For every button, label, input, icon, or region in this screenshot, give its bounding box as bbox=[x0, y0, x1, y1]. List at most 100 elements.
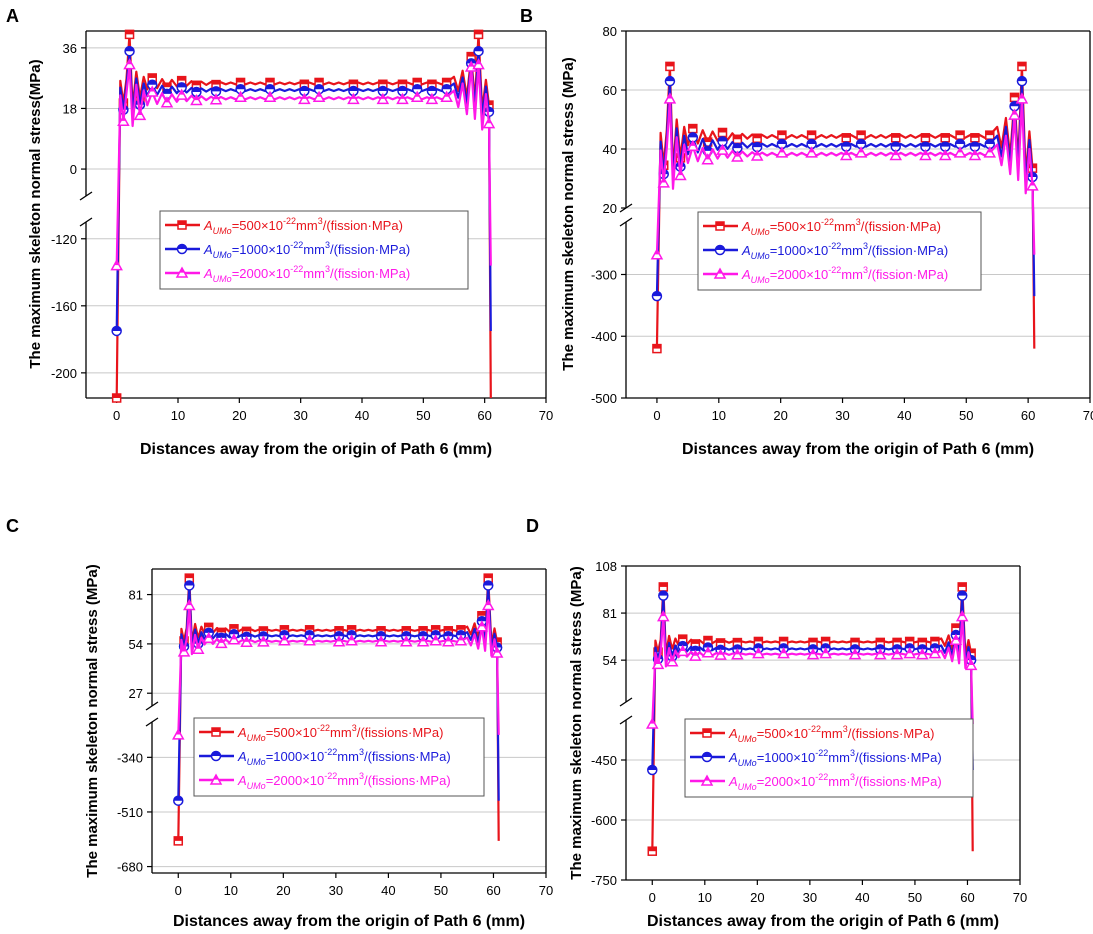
data-point-fill bbox=[1029, 180, 1036, 186]
legend-sup1: -22 bbox=[821, 217, 834, 227]
legend-sup2: 3 bbox=[856, 217, 861, 227]
y-tick-label: 0 bbox=[70, 162, 77, 177]
panel-d: 0 10 20 30 40 50 60 70 54 81 108 -450 -600 -750 Distan… bbox=[526, 516, 1027, 930]
x-tick-label: 60 bbox=[1021, 408, 1035, 423]
data-point-fill bbox=[940, 142, 950, 147]
legend-label: AUMo=500×10-22mm3/(fissions·MPa) bbox=[728, 724, 934, 744]
data-point-fill bbox=[419, 626, 428, 631]
data-point-fill bbox=[185, 574, 194, 579]
legend-mid2: mm bbox=[828, 750, 850, 765]
legend-entry: AUMo=2000×10-22mm3/(fissions·MPa) bbox=[690, 772, 942, 792]
axis-break-mark bbox=[145, 701, 159, 711]
y-tick-label: 36 bbox=[63, 41, 77, 56]
data-point-fill bbox=[336, 636, 342, 642]
panel-letter: D bbox=[526, 516, 539, 536]
data-point-fill bbox=[959, 611, 965, 617]
data-point-fill bbox=[856, 139, 866, 144]
legend-prefix: A bbox=[728, 750, 738, 765]
data-point-fill bbox=[930, 643, 940, 649]
data-point-fill bbox=[660, 611, 666, 617]
legend-prefix: A bbox=[203, 266, 213, 281]
data-point-fill bbox=[217, 628, 226, 633]
legend-marker-fill bbox=[717, 269, 723, 274]
panel-c: 0 10 20 30 40 50 60 70 27 54 81 -340 -510 -680 Distanc… bbox=[6, 516, 553, 930]
data-point-fill bbox=[919, 649, 925, 655]
legend-entry: AUMo=500×10-22mm3/(fissions·MPa) bbox=[690, 724, 934, 744]
legend-sup1: -22 bbox=[317, 723, 330, 733]
data-point-fill bbox=[193, 95, 199, 101]
legend-mid2: mm bbox=[337, 749, 359, 764]
data-point-fill bbox=[467, 52, 476, 57]
data-point-fill bbox=[173, 796, 183, 801]
data-point-fill bbox=[477, 616, 487, 622]
data-point-fill bbox=[732, 645, 742, 650]
data-point-fill bbox=[808, 644, 818, 650]
legend-suffix: /(fission·MPa) bbox=[323, 218, 403, 233]
y-tick-label: 54 bbox=[129, 637, 143, 652]
data-point-fill bbox=[665, 76, 675, 82]
data-point-fill bbox=[809, 638, 818, 643]
x-tick-label: 30 bbox=[329, 883, 343, 898]
legend-sub: UMo bbox=[213, 250, 232, 260]
legend-sup2: 3 bbox=[863, 241, 868, 251]
data-point-fill bbox=[204, 623, 213, 628]
data-point-fill bbox=[218, 638, 224, 643]
legend-suffix: /(fissions·MPa) bbox=[855, 750, 942, 765]
data-point-fill bbox=[442, 84, 452, 90]
legend-prefix: A bbox=[237, 749, 247, 764]
legend-entry: AUMo=500×10-22mm3/(fissions·MPa) bbox=[199, 723, 443, 743]
data-point-fill bbox=[703, 146, 713, 151]
y-tick-label: -500 bbox=[591, 391, 617, 406]
data-point-fill bbox=[691, 639, 700, 644]
legend-sub: UMo bbox=[738, 758, 757, 768]
legend-marker-fill bbox=[178, 221, 186, 225]
data-point-fill bbox=[347, 625, 356, 630]
series-line bbox=[177, 577, 500, 841]
y-axis-label: The maximum skeleton normal stress (MPa) bbox=[560, 57, 577, 370]
axis-break-mark bbox=[79, 191, 93, 201]
legend-sup1: -22 bbox=[828, 265, 841, 275]
data-point-fill bbox=[842, 133, 851, 138]
data-point-fill bbox=[305, 630, 315, 636]
data-point-fill bbox=[851, 638, 860, 643]
data-point-fill bbox=[147, 80, 157, 85]
data-point-fill bbox=[443, 631, 453, 637]
data-point-fill bbox=[184, 580, 194, 586]
legend-suffix: /(fission·MPa) bbox=[330, 266, 410, 281]
data-point-fill bbox=[475, 59, 482, 65]
data-point-fill bbox=[266, 78, 274, 83]
data-point-fill bbox=[958, 582, 967, 587]
legend-mid: =2000×10 bbox=[266, 773, 325, 788]
data-point-fill bbox=[420, 636, 426, 642]
legend-mid: =1000×10 bbox=[770, 243, 829, 258]
data-point-fill bbox=[705, 154, 711, 160]
legend-label: AUMo=2000×10-22mm3/(fissions·MPa) bbox=[237, 771, 451, 791]
data-point-fill bbox=[112, 326, 122, 331]
data-point-fill bbox=[243, 637, 250, 642]
data-point-fill bbox=[204, 628, 214, 633]
legend-suffix: /(fission·MPa) bbox=[861, 219, 941, 234]
y-tick-label: -600 bbox=[591, 813, 617, 828]
legend-label: AUMo=1000×10-22mm3/(fissions·MPa) bbox=[728, 748, 942, 768]
legend-prefix: A bbox=[237, 725, 247, 740]
y-tick-label: 20 bbox=[603, 201, 617, 216]
legend: AUMo=500×10-22mm3/(fission·MPa)AUMo=1000… bbox=[159, 210, 469, 290]
legend-mid2: mm bbox=[834, 219, 856, 234]
data-point-fill bbox=[380, 94, 386, 99]
data-point-fill bbox=[458, 635, 464, 641]
data-point-fill bbox=[211, 86, 221, 92]
legend-mid2: mm bbox=[296, 218, 318, 233]
legend-sup1: -22 bbox=[290, 264, 303, 274]
x-tick-label: 10 bbox=[712, 408, 726, 423]
data-point-fill bbox=[733, 638, 742, 643]
data-point-fill bbox=[779, 147, 785, 153]
data-point-fill bbox=[349, 635, 355, 641]
y-axis-label: The maximum skeleton normal stress(MPa) bbox=[27, 59, 44, 368]
legend-entry: AUMo=1000×10-22mm3/(fissions·MPa) bbox=[690, 748, 942, 768]
data-point-fill bbox=[493, 638, 502, 643]
legend-label: AUMo=2000×10-22mm3/(fission·MPa) bbox=[203, 264, 410, 284]
data-point-fill bbox=[858, 147, 864, 153]
legend-mid: =500×10 bbox=[232, 218, 283, 233]
data-point-fill bbox=[807, 139, 817, 144]
